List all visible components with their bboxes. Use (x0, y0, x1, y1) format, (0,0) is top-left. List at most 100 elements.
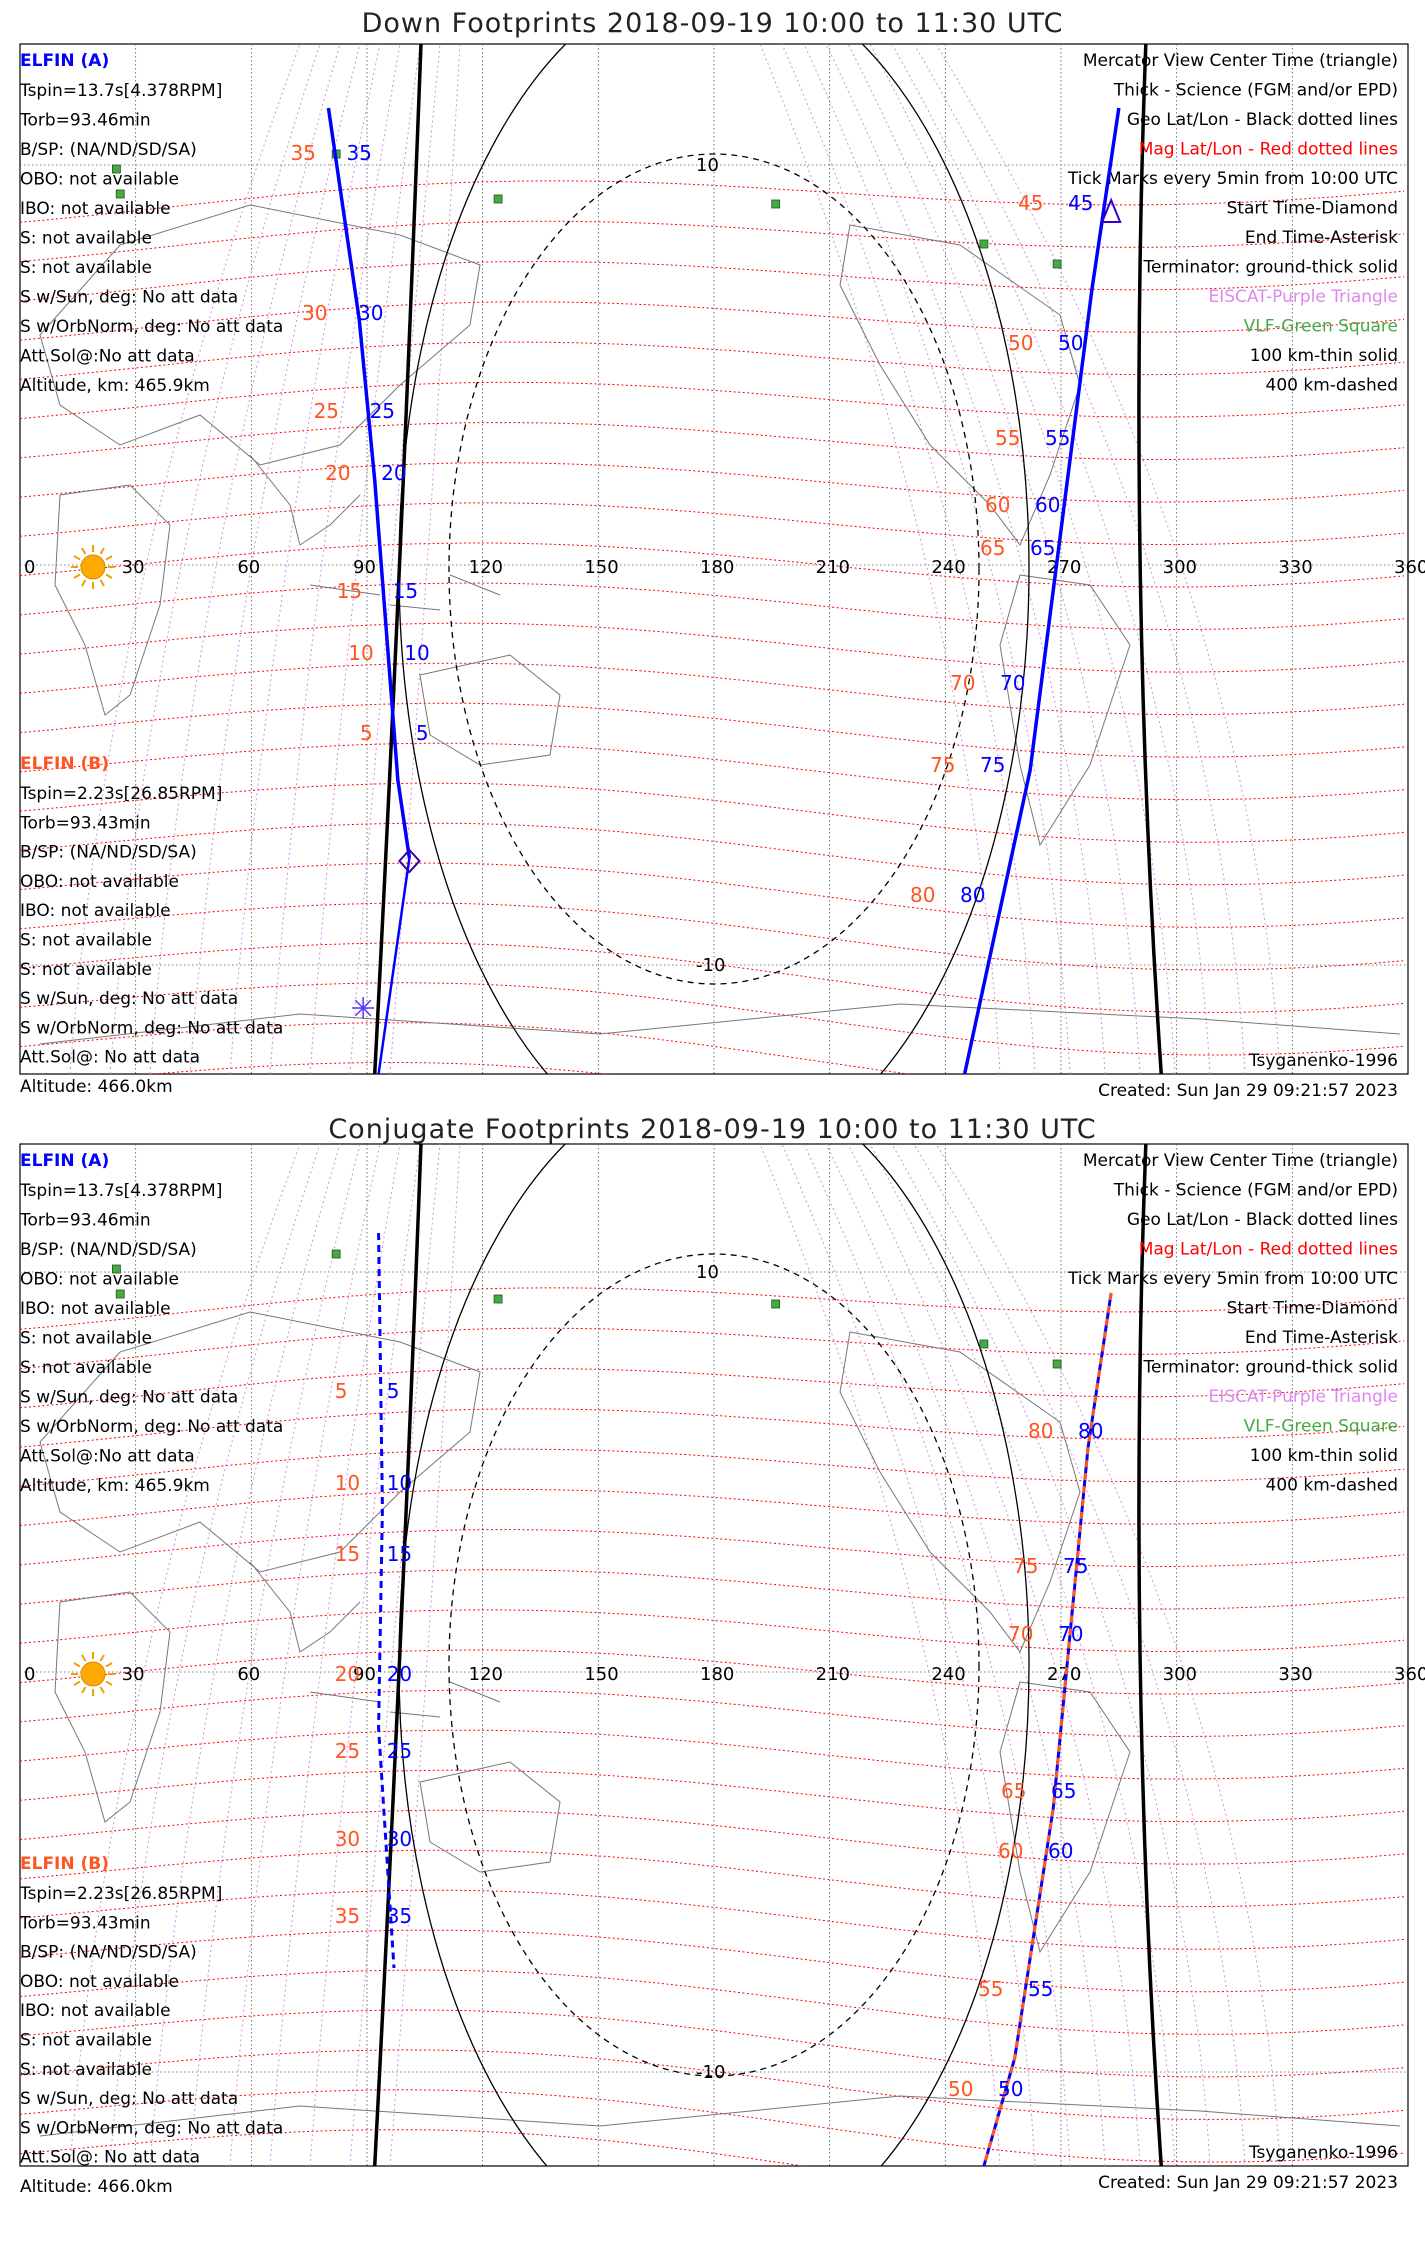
track-time-label: 30 (387, 1827, 412, 1851)
lon-tick-label: 120 (469, 557, 503, 578)
elfin-a-info-line: S w/Sun, deg: No att data (20, 1388, 238, 1408)
legend-item: Tick Marks every 5min from 10:00 UTC (1067, 169, 1398, 189)
lon-tick-label: 360 (1394, 557, 1425, 578)
track-time-label-mag: 60 (985, 493, 1010, 517)
elfin-b-info-line: OBO: not available (20, 1972, 179, 1992)
mag-parallel (20, 1929, 1405, 1993)
coastline (839, 1331, 1081, 1653)
lon-tick-label: 240 (931, 557, 965, 578)
elfin-b-info-line: IBO: not available (20, 2001, 171, 2021)
mag-parallel (20, 1488, 1405, 1527)
elfin-b-info-line: OBO: not available (20, 872, 179, 892)
geo-grid (20, 1144, 1408, 2166)
legend-item: End Time-Asterisk (1245, 1328, 1398, 1348)
down-footprints-panel: Down Footprints 2018-09-19 10:00 to 11:3… (0, 0, 1425, 1108)
track-time-label-mag: 75 (1013, 1554, 1038, 1578)
mag-parallel (20, 502, 1405, 545)
legend-item: Mag Lat/Lon - Red dotted lines (1139, 1240, 1398, 1260)
mag-meridian (913, 44, 1246, 1074)
legend-item: Geo Lat/Lon - Black dotted lines (1127, 110, 1398, 130)
coastline (999, 1681, 1131, 1954)
lon-tick-label: 60 (237, 1664, 260, 1685)
elfin-b-info-line: S: not available (20, 2060, 152, 2080)
elfin-a-info-line: S: not available (20, 1329, 152, 1349)
legend-item: Mag Lat/Lon - Red dotted lines (1139, 140, 1398, 160)
lat-tick-label: 10 (696, 155, 719, 176)
sun-ray (81, 547, 87, 555)
legend-item: Tick Marks every 5min from 10:00 UTC (1067, 1269, 1398, 1289)
legend-item: VLF-Green Square (1244, 1417, 1398, 1437)
mag-meridian (229, 1144, 381, 2166)
track-time-label: 20 (387, 1662, 412, 1686)
track-time-label-mag: 80 (1028, 1419, 1053, 1443)
mag-parallel (20, 1609, 1405, 1652)
sun-icon (71, 1652, 115, 1696)
mag-parallel (20, 582, 1405, 630)
mag-meridian (69, 1144, 301, 2166)
mag-parallel (20, 702, 1405, 758)
legend-item: 100 km-thin solid (1250, 346, 1398, 366)
vlf-station-marker (979, 239, 989, 249)
diamond-icon (398, 848, 421, 874)
conjugate-footprints-panel: Conjugate Footprints 2018-09-19 10:00 to… (0, 1108, 1425, 2250)
mag-parallel (20, 2209, 1404, 2250)
mag-meridian (269, 44, 401, 1074)
sun-ray (99, 579, 105, 587)
elfin-a-info-line: Torb=93.46min (19, 1211, 151, 1231)
legend-item: EISCAT-Purple Triangle (1208, 1387, 1398, 1407)
vlf-station-marker (979, 1339, 989, 1349)
elfin-a-info-line: Att.Sol@:No att data (20, 1447, 195, 1467)
mag-meridian (269, 1144, 401, 2166)
track-time-label-mag: 60 (998, 1839, 1023, 1863)
track-time-label-mag: 45 (1018, 191, 1043, 215)
mag-parallel (20, 261, 1405, 302)
sun-disk (80, 554, 106, 580)
elfin-a-info-line: S: not available (20, 1358, 152, 1378)
mag-meridian (389, 1144, 461, 2166)
elfin-a-info-line: IBO: not available (20, 1299, 171, 1319)
elfin-a-info-line: Altitude, km: 465.9km (20, 1476, 210, 1496)
coastline (54, 1591, 171, 1823)
coastline (39, 204, 481, 466)
track-time-label: 60 (1035, 493, 1060, 517)
elfin-b-name: ELFIN (B) (20, 754, 109, 774)
lon-tick-label: 210 (816, 557, 850, 578)
track-time-label: 70 (1000, 671, 1025, 695)
asterisk-icon (352, 997, 375, 1019)
track-time-label: 80 (960, 883, 985, 907)
coastlines (39, 1311, 1401, 2137)
sun-ray (81, 1654, 87, 1662)
created-timestamp: Created: Sun Jan 29 09:21:57 2023 (1098, 2173, 1398, 2193)
mag-meridian (781, 44, 1036, 1074)
mag-parallel (20, 1327, 1405, 1370)
elfin-a-info-line: S: not available (20, 229, 152, 249)
vlf-station-marker (1052, 1359, 1062, 1369)
lon-tick-label: 90 (353, 557, 376, 578)
track-time-label: 15 (393, 579, 418, 603)
track-time-label: 55 (1028, 1977, 1053, 2001)
legend-item: 400 km-dashed (1266, 1476, 1398, 1496)
elfin-a-info-line: Att.Sol@:No att data (20, 347, 195, 367)
elfin-a-info-line: B/SP: (NA/ND/SD/SA) (20, 140, 197, 160)
mag-meridian (389, 44, 461, 1074)
mag-parallel (20, 1569, 1405, 1610)
track-time-label-mag: 30 (335, 1827, 360, 1851)
track-time-label-mag: 35 (335, 1904, 360, 1928)
lat-tick-label: -10 (696, 955, 725, 976)
elfin-b-info-line: S w/OrbNorm, deg: No att data (20, 1018, 283, 1038)
track-time-label-mag: 70 (1008, 1622, 1033, 1646)
track-time-label: 65 (1051, 1779, 1076, 1803)
elfin-a-name: ELFIN (A) (20, 1151, 109, 1171)
asterisk-stroke (354, 999, 372, 1017)
mag-parallel (20, 1969, 1405, 2035)
track-time-label: 25 (387, 1739, 412, 1763)
legend-item: 100 km-thin solid (1250, 1446, 1398, 1466)
track-time-label: 35 (387, 1904, 412, 1928)
mag-parallel (20, 2049, 1405, 2120)
legend-item: Mercator View Center Time (triangle) (1083, 1151, 1398, 1171)
track-time-label-mag: 5 (335, 1379, 348, 1403)
mag-meridian (149, 1144, 341, 2166)
mag-meridian (309, 44, 421, 1074)
elfin-b-info-line: IBO: not available (20, 901, 171, 921)
elfin-b-info-line: Torb=93.43min (19, 813, 151, 833)
